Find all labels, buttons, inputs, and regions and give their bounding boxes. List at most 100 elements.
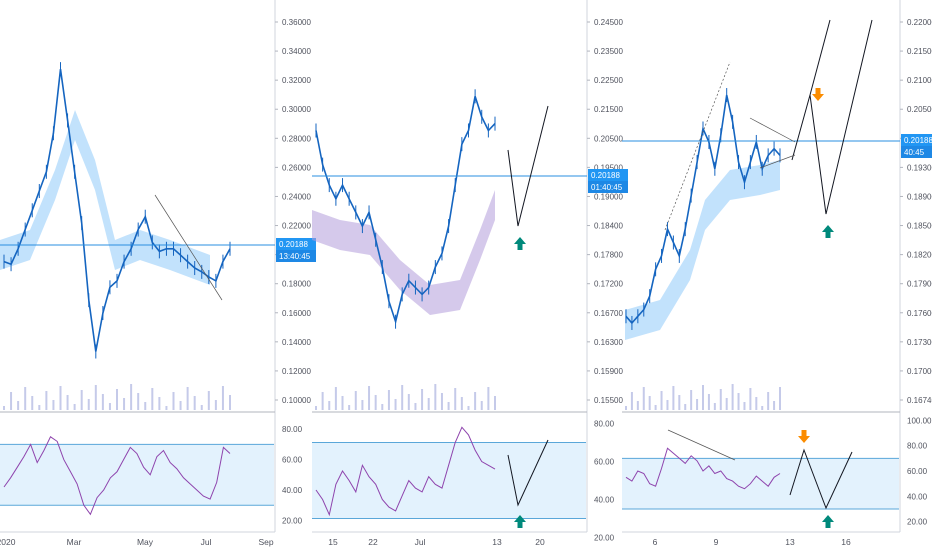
volume-bar — [200, 405, 203, 410]
price-axis-tick: 0.22000 — [282, 222, 311, 231]
rsi-axis-tick: 60.00 — [282, 456, 303, 465]
volume-bar — [630, 392, 633, 410]
volume-bar — [381, 404, 384, 410]
price-axis-tick: 0.24500 — [594, 18, 623, 27]
rsi-axis-tick: 20.00 — [594, 534, 615, 543]
time-axis-tick: 22 — [368, 537, 378, 547]
volume-bar — [387, 390, 390, 410]
price-tag: 0.20188 13:40:45 — [276, 238, 316, 262]
volume-bar — [328, 401, 331, 410]
price-axis-tick: 0.34000 — [282, 47, 311, 56]
countdown-box — [588, 181, 628, 193]
volume-bar — [315, 406, 317, 410]
volume-bar — [94, 385, 97, 410]
projection-path — [791, 19, 873, 215]
volume-bar — [321, 392, 324, 410]
price-axis-tick: 0.22500 — [594, 76, 623, 85]
price-axis-tick: 0.17800 — [594, 251, 623, 260]
up-arrow-icon — [514, 515, 526, 528]
volume-bar — [24, 387, 27, 410]
volume-bar — [454, 388, 457, 410]
volume-bar — [707, 394, 710, 410]
volume-bar — [480, 401, 483, 410]
volume-bar — [151, 388, 154, 410]
volume-bar — [749, 388, 752, 410]
volume-bar — [348, 405, 351, 410]
volume-bar — [743, 402, 746, 410]
rsi-projection-path — [507, 439, 549, 507]
price-tag-box — [901, 134, 932, 146]
rsi-line — [315, 426, 496, 517]
time-axis-tick: 2020 — [0, 537, 16, 547]
volume-bar — [80, 390, 83, 410]
volume-bar — [108, 403, 111, 410]
rsi-axis-tick: 40.00 — [282, 486, 303, 495]
volume-bar — [654, 405, 657, 410]
volume-bar — [684, 404, 687, 410]
volume-bar — [214, 400, 217, 410]
rsi-line — [625, 447, 781, 490]
volume-bar — [31, 396, 34, 410]
volume-bar — [341, 396, 344, 410]
volume-bar — [702, 385, 704, 410]
volume-bar — [123, 398, 126, 410]
volume-bar — [414, 403, 417, 410]
rsi-axis-tick: 20.00 — [282, 516, 303, 525]
triangle-top — [749, 117, 796, 143]
volume-bar — [696, 399, 699, 410]
price-tag-value: 0.20188 — [904, 136, 932, 145]
volume-bar — [474, 392, 477, 410]
volume-bar — [666, 400, 669, 410]
volume-bar — [3, 406, 5, 410]
price-axis-tick: 0.15500 — [594, 396, 623, 405]
rsi-axis-tick: 80.00 — [282, 425, 303, 434]
volume-bar — [59, 386, 62, 410]
time-axis-tick: Jul — [415, 537, 426, 547]
time-axis-tick: Jul — [201, 537, 212, 547]
price-tag-value: 0.20188 — [279, 240, 308, 249]
rsi-axis-tick: 80.00 — [594, 420, 615, 429]
price-tag-countdown: 40:45 — [904, 148, 925, 157]
volume-bar — [773, 401, 776, 410]
ichimoku-cloud — [0, 110, 210, 285]
rsi-axis-tick: 60.00 — [907, 467, 928, 476]
volume-bar — [165, 406, 168, 410]
volume-bar — [193, 396, 196, 410]
volume-bar — [130, 384, 133, 410]
price-axis-tick: 0.28000 — [282, 134, 311, 143]
time-axis-tick: Mar — [67, 537, 82, 547]
panel-right: 0.220000.215000.210000.205000.197000.193… — [622, 0, 932, 547]
volume-bar — [625, 406, 627, 410]
triangle-bottom — [759, 154, 796, 169]
volume-bar — [719, 389, 722, 410]
ichimoku-cloud — [312, 190, 495, 315]
volume-bar — [172, 392, 175, 410]
volume-bar — [87, 399, 90, 410]
volume-bar — [394, 399, 397, 410]
rsi-axis-tick: 20.00 — [907, 518, 928, 527]
volume-bar — [737, 393, 740, 410]
volume-bar — [186, 387, 189, 410]
panel-left: 0.36000 0.34000 0.32000 0.30000 0.28000 0.260… — [0, 0, 316, 547]
price-axis-tick: 0.23500 — [594, 47, 623, 56]
volume-bar — [38, 405, 41, 410]
rsi-axis-tick: 40.00 — [594, 496, 615, 505]
volume-bar — [755, 397, 758, 410]
volume-bar — [460, 397, 463, 410]
price-axis-tick: 0.19000 — [594, 192, 623, 201]
volume-bar — [421, 389, 424, 410]
volume-bar — [368, 386, 371, 410]
down-arrow-icon — [812, 88, 824, 101]
time-axis-tick: May — [137, 537, 154, 547]
volume-bar — [101, 394, 104, 410]
volume-bar — [17, 401, 20, 410]
panel-middle: 0.24500 0.23500 0.22500 0.21500 0.20500 0.195… — [312, 0, 628, 547]
volume-bar — [229, 395, 231, 410]
price-axis-tick: 0.21500 — [907, 47, 932, 56]
price-axis-tick: 0.30000 — [282, 105, 311, 114]
